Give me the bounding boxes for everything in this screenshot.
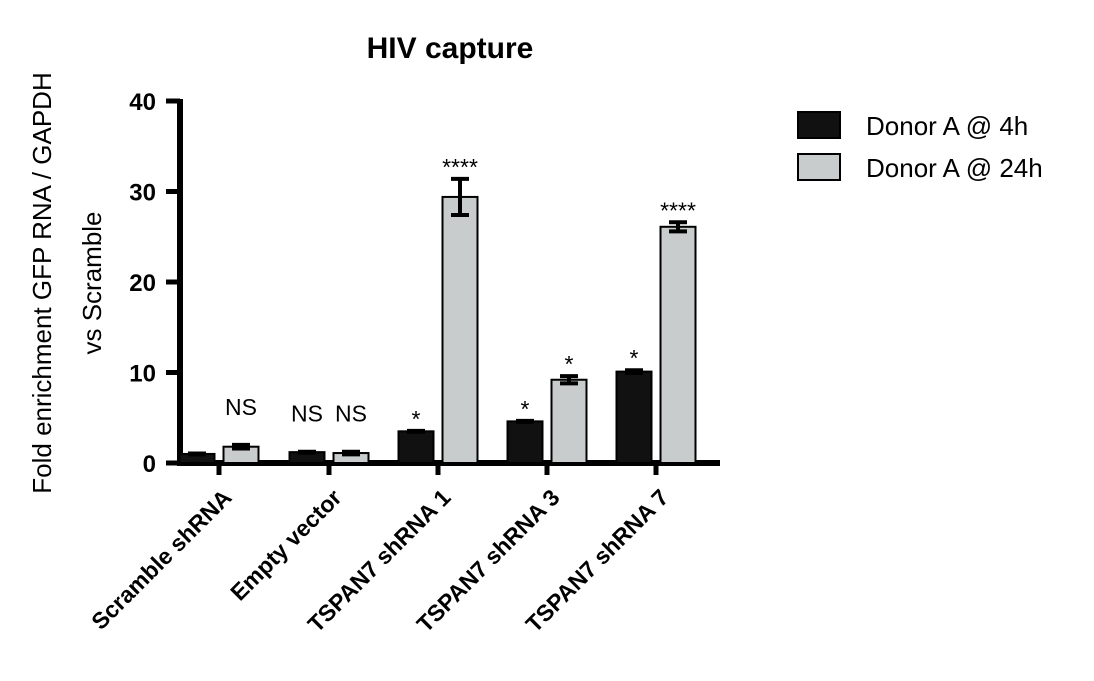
bar bbox=[441, 195, 479, 464]
significance-label: NS bbox=[225, 394, 257, 420]
y-tick-label: 30 bbox=[129, 180, 156, 207]
bar bbox=[506, 420, 544, 464]
significance-label: **** bbox=[442, 154, 478, 180]
significance-label: **** bbox=[660, 197, 696, 223]
y-axis-label-line-1: Fold enrichment GFP RNA / GAPDH bbox=[27, 72, 57, 493]
significance-label: * bbox=[565, 351, 574, 377]
x-tick-label: Scramble shRNA bbox=[86, 484, 236, 634]
y-tick-label: 40 bbox=[129, 89, 156, 116]
chart-title: HIV capture bbox=[367, 32, 534, 65]
x-tick-label: Empty vector bbox=[225, 484, 346, 605]
significance-label: NS bbox=[291, 401, 323, 427]
significance-label: * bbox=[521, 396, 530, 422]
legend-label: Donor A @ 24h bbox=[866, 153, 1043, 183]
bar bbox=[615, 370, 653, 464]
bar bbox=[397, 430, 435, 465]
y-tick-label: 20 bbox=[129, 270, 156, 297]
legend: Donor A @ 4h Donor A @ 24h bbox=[797, 111, 1043, 183]
y-axis-label: Fold enrichment GFP RNA / GAPDH vs Scram… bbox=[27, 72, 107, 493]
bar bbox=[659, 225, 697, 464]
bar bbox=[550, 378, 588, 464]
significance-label: NS bbox=[335, 401, 367, 427]
legend-swatch bbox=[797, 111, 841, 139]
y-axis-label-line-2: vs Scramble bbox=[77, 211, 107, 354]
y-tick-label: 10 bbox=[129, 361, 156, 388]
significance-label: * bbox=[630, 345, 639, 371]
y-tick-label: 0 bbox=[143, 451, 156, 478]
legend-swatch bbox=[797, 153, 841, 181]
legend-label: Donor A @ 4h bbox=[866, 111, 1028, 141]
significance-label: * bbox=[412, 406, 421, 432]
